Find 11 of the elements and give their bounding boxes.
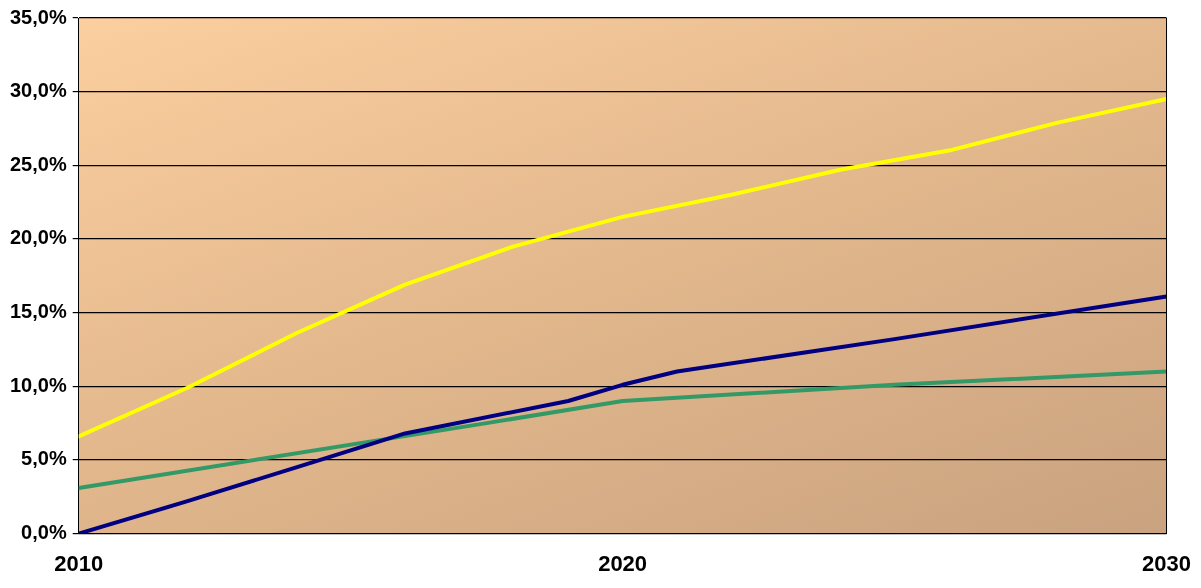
y-tick-label: 30,0% (9, 79, 67, 102)
x-tick-label: 2030 (1142, 550, 1192, 576)
y-tick-label: 35,0% (9, 5, 67, 28)
y-tick-label: 10,0% (9, 373, 67, 396)
x-tick-label: 2010 (54, 550, 104, 576)
y-tick-label: 0,0% (21, 521, 67, 544)
y-tick-label: 15,0% (9, 300, 67, 323)
x-tick-label: 2020 (598, 550, 648, 576)
y-tick-label: 20,0% (9, 226, 67, 249)
y-tick-label: 5,0% (21, 447, 67, 470)
y-tick-label: 25,0% (9, 152, 67, 175)
